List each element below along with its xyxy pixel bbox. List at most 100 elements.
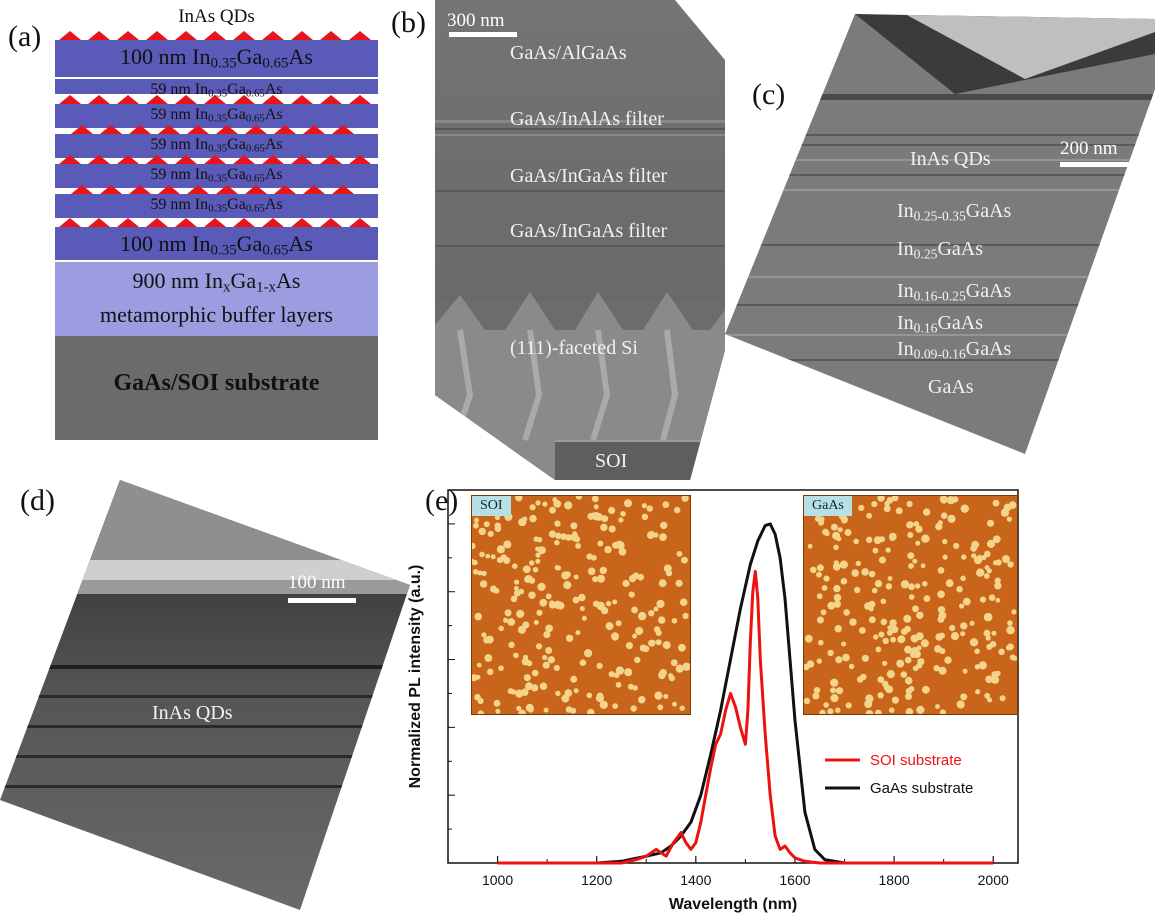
panel-c-qd-label: InAs QDs (910, 148, 991, 170)
afm-dot-icon (604, 545, 612, 554)
afm-dot-icon (512, 563, 518, 569)
afm-dot-icon (992, 499, 1000, 507)
afm-dot-icon (834, 625, 842, 633)
afm-dot-icon (635, 626, 644, 636)
panel-b-layer-5: (111)-faceted Si (510, 337, 638, 359)
afm-dot-icon (939, 648, 946, 655)
afm-dot-icon (830, 523, 838, 531)
afm-dot-icon (490, 585, 497, 593)
qd-dot-icon (175, 155, 197, 164)
afm-dot-icon (995, 670, 1001, 677)
afm-dot-icon (987, 697, 993, 703)
qd-dot-icon (175, 218, 197, 227)
afm-dot-icon (872, 547, 879, 554)
afm-dot-icon (837, 527, 843, 533)
afm-dot-icon (1008, 501, 1017, 509)
panel-c-layer-6: GaAs (928, 376, 974, 398)
afm-dot-icon (493, 699, 501, 707)
afm-dot-icon (938, 666, 947, 675)
afm-dot-icon (1006, 626, 1015, 635)
afm-dot-icon (675, 579, 683, 587)
afm-dot-icon (529, 514, 537, 523)
afm-dot-icon (833, 584, 841, 593)
afm-dot-icon (824, 530, 830, 537)
panel-b-layer-6: SOI (595, 450, 628, 472)
panel-c-layer-3: In0.16-0.25GaAs (897, 280, 1012, 304)
qd-dot-icon (146, 218, 168, 227)
afm-dot-icon (906, 500, 913, 508)
qd-dot-icon (262, 31, 284, 40)
afm-dot-icon (871, 501, 878, 508)
afm-dot-icon (565, 706, 573, 713)
afm-dot-icon (521, 658, 530, 666)
afm-dot-icon (615, 620, 622, 627)
afm-dot-icon (875, 646, 882, 653)
afm-dot-icon (639, 644, 647, 652)
afm-dot-icon (513, 652, 519, 659)
afm-dot-icon (880, 598, 887, 605)
afm-dot-icon (945, 579, 954, 588)
afm-dot-icon (522, 621, 530, 629)
panel-b-label: (b) (391, 6, 426, 39)
afm-dot-icon (679, 598, 688, 606)
qd-dot-icon (349, 31, 371, 40)
afm-dot-icon (803, 697, 811, 705)
afm-dot-icon (823, 575, 830, 582)
afm-dot-icon (953, 542, 960, 549)
afm-dot-icon (937, 520, 943, 526)
afm-dot-icon (494, 522, 501, 529)
afm-dot-icon (586, 553, 593, 560)
afm-dot-icon (528, 591, 536, 599)
afm-dot-icon (971, 540, 980, 549)
qd-dot-icon (291, 95, 313, 104)
afm-dot-icon (887, 576, 893, 581)
panel-c-layer-labels: In0.25-0.35GaAs In0.25GaAs In0.16-0.25GaAs… (725, 14, 1155, 454)
qd-dot-icon (349, 155, 371, 164)
qd-dot-icon (88, 218, 110, 227)
afm-dot-icon (535, 500, 541, 506)
afm-dot-icon (999, 695, 1006, 702)
afm-dot-icon (543, 631, 551, 639)
afm-dot-icon (575, 493, 582, 500)
afm-dot-icon (498, 665, 504, 671)
afm-dot-icon (888, 707, 895, 713)
afm-dot-icon (578, 593, 586, 602)
afm-dot-icon (818, 519, 824, 526)
qd-dot-icon (59, 95, 81, 104)
afm-dot-icon (527, 706, 534, 713)
afm-dot-icon (608, 525, 616, 533)
x-tick-label: 1600 (779, 872, 810, 888)
qd-dot-icon (332, 185, 354, 194)
afm-dot-icon (947, 514, 956, 523)
afm-dot-icon (969, 620, 975, 626)
plot-frame (447, 489, 1019, 864)
afm-dot-icon (812, 692, 820, 700)
y-axis-title: Normalized PL intensity (a.u.) (407, 565, 424, 789)
afm-dot-icon (573, 574, 579, 580)
afm-dot-icon (653, 606, 659, 612)
afm-dot-icon (891, 625, 899, 634)
afm-dot-icon (545, 624, 553, 633)
qd-dot-icon (71, 125, 93, 134)
afm-dot-icon (935, 704, 940, 709)
qd-dot-icon (216, 185, 238, 194)
qd-dot-icon (129, 125, 151, 134)
afm-dot-icon (853, 538, 859, 545)
afm-dot-icon (581, 615, 587, 621)
x-tick-label: 1800 (879, 872, 910, 888)
afm-dot-icon (975, 689, 981, 695)
afm-dot-icon (974, 648, 980, 655)
x-tick-label: 1000 (482, 872, 513, 888)
afm-dot-icon (804, 634, 813, 643)
afm-dot-icon (816, 593, 823, 600)
afm-dot-icon (672, 701, 677, 707)
afm-dot-icon (886, 497, 894, 504)
qd-dot-icon (187, 185, 209, 194)
afm-dot-icon (658, 579, 667, 588)
afm-dot-icon (905, 693, 912, 700)
afm-dot-icon (916, 645, 922, 651)
afm-dot-icon (986, 539, 996, 548)
qd-dot-icon (233, 155, 255, 164)
afm-dot-icon (882, 680, 889, 688)
afm-dot-icon (671, 618, 678, 624)
